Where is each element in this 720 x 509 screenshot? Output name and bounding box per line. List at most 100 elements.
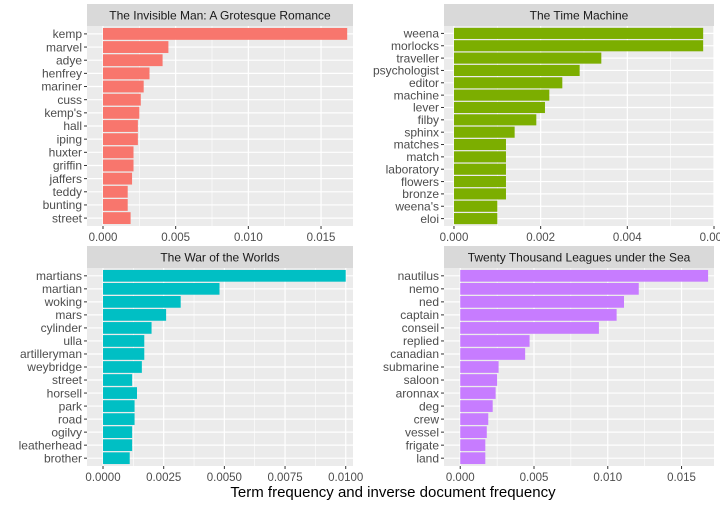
bar bbox=[103, 269, 346, 282]
y-tick-label: vessel bbox=[405, 425, 439, 439]
bar bbox=[103, 387, 137, 399]
bar bbox=[103, 361, 142, 373]
bar bbox=[453, 200, 498, 212]
y-tick-label: hall bbox=[63, 119, 82, 133]
y-tick-label: street bbox=[52, 373, 83, 387]
y-tick-label: road bbox=[58, 412, 82, 426]
bar bbox=[103, 335, 145, 347]
y-tick-label: psychologist bbox=[373, 64, 440, 78]
y-tick-label: crew bbox=[414, 412, 440, 426]
bar bbox=[460, 282, 639, 295]
bar bbox=[453, 126, 515, 138]
y-tick-label: martians bbox=[36, 269, 82, 283]
y-tick-label: eloi bbox=[420, 212, 439, 226]
y-tick-label: sphinx bbox=[404, 125, 439, 139]
y-tick-label: park bbox=[59, 399, 83, 413]
bar bbox=[460, 309, 617, 321]
x-tick-label: 0.010 bbox=[593, 472, 622, 484]
bar bbox=[103, 413, 135, 425]
bar bbox=[103, 348, 145, 360]
x-tick-label: 0.000 bbox=[446, 472, 475, 484]
y-tick-label: nemo bbox=[409, 282, 439, 296]
y-tick-label: morlocks bbox=[391, 39, 439, 53]
y-tick-label: cylinder bbox=[41, 321, 82, 335]
y-tick-label: matches bbox=[394, 138, 439, 152]
bar bbox=[460, 322, 599, 334]
x-tick-label: 0.015 bbox=[667, 472, 696, 484]
y-tick-label: replied bbox=[403, 334, 439, 348]
y-tick-label: marvel bbox=[46, 40, 82, 54]
bar bbox=[453, 188, 506, 200]
y-tick-label: flowers bbox=[401, 175, 439, 189]
y-tick-label: brother bbox=[44, 451, 82, 465]
y-tick-label: bronze bbox=[402, 187, 439, 201]
x-axis-title: Term frequency and inverse document freq… bbox=[230, 484, 556, 501]
bar bbox=[453, 163, 506, 175]
x-tick-label: 0.000 bbox=[89, 232, 118, 244]
bar bbox=[453, 114, 537, 126]
x-tick-label: 0.0075 bbox=[267, 472, 302, 484]
x-tick-label: 0.0100 bbox=[328, 472, 363, 484]
bar bbox=[453, 52, 602, 64]
x-tick-label: 0.006 bbox=[700, 232, 720, 244]
y-tick-label: submarine bbox=[383, 360, 439, 374]
bar bbox=[460, 269, 709, 282]
y-tick-label: machine bbox=[394, 88, 440, 102]
y-tick-label: ulla bbox=[63, 334, 82, 348]
y-tick-label: adye bbox=[56, 53, 82, 67]
bar bbox=[102, 172, 133, 185]
x-tick-label: 0.002 bbox=[526, 232, 555, 244]
x-tick-label: 0.005 bbox=[161, 232, 190, 244]
facet-strip-title: The War of the Worlds bbox=[160, 251, 279, 265]
bar bbox=[453, 64, 580, 76]
y-tick-label: cuss bbox=[57, 93, 82, 107]
y-tick-label: mariner bbox=[41, 80, 82, 94]
y-tick-label: frigate bbox=[406, 438, 440, 452]
facet-strip-title: The Invisible Man: A Grotesque Romance bbox=[109, 9, 331, 23]
bar bbox=[460, 413, 489, 425]
y-tick-label: huxter bbox=[49, 146, 82, 160]
y-tick-label: editor bbox=[409, 76, 439, 90]
bar bbox=[460, 335, 530, 347]
bar bbox=[103, 400, 135, 412]
x-tick-label: 0.000 bbox=[440, 232, 469, 244]
bar bbox=[102, 199, 128, 211]
bar bbox=[103, 439, 133, 452]
facet-strip-title: Twenty Thousand Leagues under the Sea bbox=[468, 251, 691, 265]
y-tick-label: canadian bbox=[390, 347, 439, 361]
bar bbox=[102, 120, 138, 132]
y-tick-label: filby bbox=[418, 113, 439, 127]
bar bbox=[102, 93, 141, 106]
bar bbox=[453, 151, 506, 163]
x-tick-label: 0.005 bbox=[520, 472, 549, 484]
bar bbox=[103, 322, 152, 334]
y-tick-label: bunting bbox=[43, 198, 82, 212]
y-tick-label: weena's bbox=[394, 199, 439, 213]
y-tick-label: griffin bbox=[53, 159, 82, 173]
y-tick-label: kemp bbox=[53, 27, 83, 41]
bar bbox=[102, 80, 144, 93]
bar bbox=[102, 27, 348, 40]
bar bbox=[460, 452, 486, 465]
y-tick-label: captain bbox=[400, 308, 439, 322]
bar bbox=[102, 67, 150, 80]
y-tick-label: match bbox=[406, 150, 439, 164]
y-tick-label: conseil bbox=[402, 321, 439, 335]
y-tick-label: woking bbox=[44, 295, 82, 309]
y-tick-label: weena bbox=[403, 27, 440, 41]
bar bbox=[453, 89, 550, 101]
y-tick-label: teddy bbox=[53, 185, 82, 199]
bar bbox=[453, 27, 704, 39]
y-tick-label: ogilvy bbox=[51, 425, 82, 439]
x-tick-label: 0.004 bbox=[613, 232, 642, 244]
y-tick-label: aronnax bbox=[396, 386, 439, 400]
y-tick-label: deg bbox=[419, 399, 439, 413]
x-tick-label: 0.0025 bbox=[146, 472, 181, 484]
y-tick-label: saloon bbox=[404, 373, 439, 387]
x-tick-label: 0.015 bbox=[307, 232, 336, 244]
y-tick-label: henfrey bbox=[42, 67, 82, 81]
bar bbox=[103, 426, 133, 438]
facet-strip bbox=[87, 4, 353, 26]
